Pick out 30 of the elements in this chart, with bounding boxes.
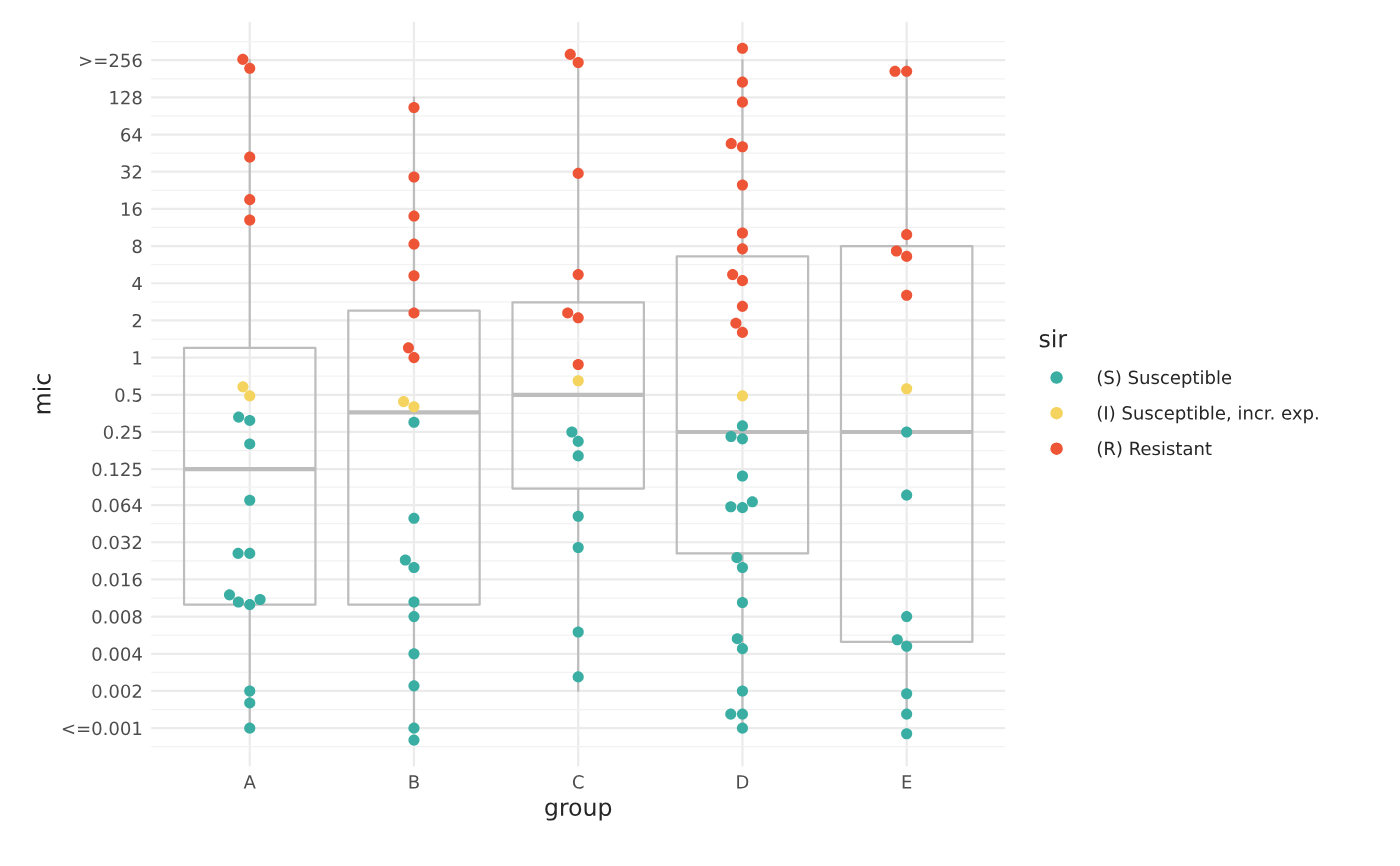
y-tick-label: 32 xyxy=(121,165,142,179)
y-tick-label: 8 xyxy=(132,239,142,254)
legend-label: (I) Susceptible, incr. exp. xyxy=(1097,405,1318,424)
y-tick-label: 64 xyxy=(121,127,142,142)
y-tick-label: 0.064 xyxy=(92,498,142,513)
y-tick-label: 16 xyxy=(121,202,142,217)
legend-label: (S) Susceptible xyxy=(1097,370,1232,388)
x-tick-label: D xyxy=(737,775,749,789)
x-tick-label: C xyxy=(572,775,584,789)
y-tick-label: 0.032 xyxy=(92,535,142,550)
y-axis-title: mic xyxy=(32,374,51,414)
x-tick-label: E xyxy=(902,775,912,789)
y-tick-label: 0.25 xyxy=(103,425,142,440)
y-tick-label: 1 xyxy=(133,351,142,365)
y-tick-label: 0.002 xyxy=(92,684,142,699)
y-tick-label: 128 xyxy=(110,90,142,105)
y-tick-label: 0.008 xyxy=(92,610,142,624)
x-axis-title: group xyxy=(545,802,612,821)
y-tick-label: 2 xyxy=(132,313,142,328)
y-tick-label: 0.125 xyxy=(92,462,142,477)
legend-label: (R) Resistant xyxy=(1097,441,1212,458)
x-tick-label: A xyxy=(243,775,256,789)
y-tick-label: 0.004 xyxy=(92,647,142,661)
y-tick-label: 4 xyxy=(132,276,142,291)
legend-title: sir xyxy=(1039,329,1068,348)
x-tick-label: B xyxy=(409,775,419,789)
y-tick-label: 0.5 xyxy=(115,388,142,402)
y-tick-label: 0.016 xyxy=(92,572,142,587)
y-tick-label: <=0.001 xyxy=(62,721,142,736)
y-tick-label: >=256 xyxy=(80,53,142,68)
